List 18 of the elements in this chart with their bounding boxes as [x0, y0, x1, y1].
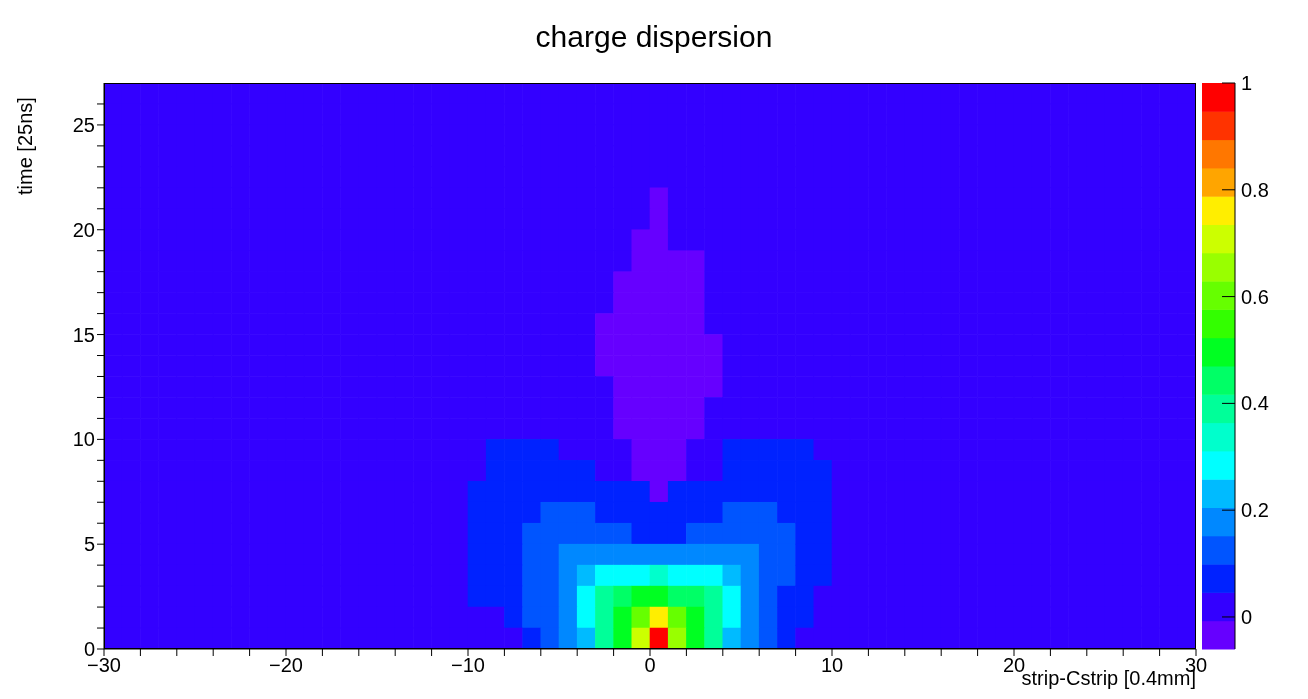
y-tick-label: 20: [72, 218, 95, 241]
y-axis-title: time [25ns]: [14, 97, 37, 195]
y-tick-label: 25: [72, 114, 95, 137]
y-tick-label: 15: [72, 323, 95, 346]
color-bar-label: 0: [1241, 605, 1253, 628]
x-tick-label: 0: [644, 654, 656, 677]
color-bar-label: 0.2: [1241, 499, 1269, 522]
x-tick-label: −20: [269, 654, 303, 677]
y-tick-label: 5: [83, 533, 95, 556]
color-bar-label: 0.8: [1241, 178, 1269, 201]
color-bar-label: 1: [1241, 72, 1253, 94]
color-bar-label: 0.6: [1241, 285, 1269, 308]
x-tick-label: −10: [451, 654, 485, 677]
y-tick-label: 10: [72, 428, 95, 451]
color-bar-label: 0.4: [1241, 392, 1269, 415]
y-tick-label: 0: [83, 638, 95, 661]
chart-title: charge dispersion: [534, 20, 774, 54]
x-tick-label: 10: [820, 654, 844, 677]
